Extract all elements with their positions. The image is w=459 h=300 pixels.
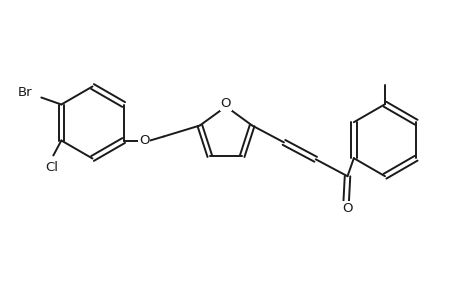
Text: Br: Br xyxy=(18,85,33,98)
Text: Cl: Cl xyxy=(45,160,58,173)
Text: O: O xyxy=(220,97,231,110)
Text: O: O xyxy=(139,134,149,147)
Text: O: O xyxy=(341,202,352,215)
